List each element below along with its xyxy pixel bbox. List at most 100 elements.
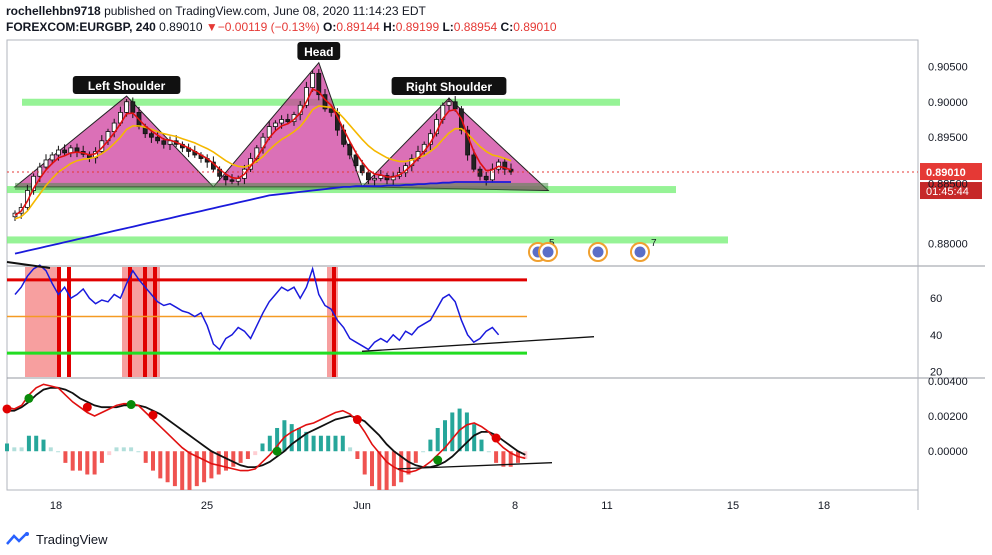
candle-body bbox=[31, 175, 37, 191]
candle-body bbox=[223, 175, 229, 181]
candle-body bbox=[56, 149, 61, 156]
event-flag-icon bbox=[592, 246, 604, 258]
macd-histogram-bar bbox=[180, 451, 185, 490]
candle-body bbox=[155, 136, 161, 142]
macd-histogram-bar bbox=[245, 451, 250, 459]
macd-histogram-bar bbox=[333, 435, 338, 452]
candle-body bbox=[477, 168, 483, 177]
macd-histogram-bar bbox=[355, 451, 360, 459]
macd-histogram-bar bbox=[318, 435, 323, 452]
candle-body bbox=[111, 122, 117, 132]
macd-histogram-bar bbox=[384, 451, 389, 490]
macd-histogram-bar bbox=[443, 420, 447, 452]
candle-body bbox=[353, 154, 359, 167]
x-axis-tick: 15 bbox=[727, 500, 739, 512]
macd-histogram-bar bbox=[260, 443, 265, 452]
support-zone bbox=[7, 236, 728, 244]
rsi-axis-tick: 20 bbox=[930, 367, 942, 379]
high-value: 0.89199 bbox=[395, 20, 440, 34]
candle-body bbox=[130, 101, 136, 113]
close-label: C: bbox=[500, 20, 514, 34]
close-value: 0.89010 bbox=[513, 20, 557, 34]
macd-histogram-bar bbox=[41, 439, 46, 452]
price-axis-tick: 0.90000 bbox=[928, 97, 968, 109]
countdown-label: 01:45:44 bbox=[926, 186, 969, 198]
macd-cross-dot bbox=[491, 433, 501, 443]
macd-histogram-bar bbox=[194, 451, 199, 487]
price-axis-tick: 0.89500 bbox=[928, 132, 968, 144]
change-down-icon: ▼ bbox=[205, 20, 218, 34]
macd-histogram-bar bbox=[158, 451, 163, 479]
macd-histogram-bar bbox=[282, 420, 287, 452]
candle-body bbox=[446, 101, 452, 106]
rsi-signal-bar bbox=[153, 267, 157, 377]
macd-histogram-bar bbox=[48, 447, 53, 452]
candle-body bbox=[347, 143, 353, 156]
macd-axis-tick: 0.00200 bbox=[928, 411, 968, 423]
x-axis-tick: 18 bbox=[818, 500, 830, 512]
macd-cross-dot bbox=[126, 400, 136, 410]
price-label: 0.89010 bbox=[926, 167, 966, 179]
macd-signal-line bbox=[7, 386, 526, 468]
pattern-triangle bbox=[212, 61, 363, 188]
macd-histogram-bar bbox=[450, 412, 455, 452]
macd-histogram-bar bbox=[121, 447, 126, 452]
event-badge-count: 7 bbox=[651, 238, 657, 249]
macd-histogram-bar bbox=[114, 447, 119, 452]
macd-axis-tick: 0.00000 bbox=[928, 446, 968, 458]
candle-body bbox=[372, 178, 378, 181]
macd-histogram-bar bbox=[508, 451, 513, 467]
rsi-signal-bar bbox=[67, 267, 71, 377]
candle-body bbox=[24, 190, 30, 208]
publish-line: rochellehbn9718 published on TradingView… bbox=[6, 4, 426, 18]
macd-histogram-bar bbox=[63, 451, 68, 463]
open-value: 0.89144 bbox=[336, 20, 380, 34]
tradingview-logo[interactable]: TradingView bbox=[6, 531, 108, 547]
x-axis-tick: Jun bbox=[353, 500, 371, 512]
rsi-trendline bbox=[361, 336, 595, 352]
candle-body bbox=[285, 119, 291, 123]
price-change: −0.00119 (−0.13%) bbox=[217, 20, 320, 34]
x-axis-tick: 8 bbox=[512, 500, 518, 512]
macd-histogram-bar bbox=[377, 451, 382, 490]
macd-histogram-bar bbox=[136, 451, 141, 453]
macd-histogram-bar bbox=[435, 427, 440, 452]
ema-fast-line bbox=[14, 87, 512, 216]
macd-histogram-bar bbox=[99, 451, 104, 463]
macd-cross-dot bbox=[272, 446, 282, 456]
chart-frame bbox=[6, 39, 919, 491]
rsi-line bbox=[14, 264, 500, 351]
candle-body bbox=[43, 159, 49, 168]
macd-histogram-bar bbox=[413, 451, 418, 463]
macd-cross-dot bbox=[24, 393, 34, 403]
candle-body bbox=[49, 154, 55, 161]
macd-histogram-bar bbox=[209, 451, 214, 479]
author-name: rochellehbn9718 bbox=[6, 4, 101, 18]
neckline-band bbox=[15, 182, 549, 190]
macd-histogram-bar bbox=[362, 451, 367, 475]
candle-body bbox=[310, 72, 316, 88]
pattern-annotation-bg bbox=[297, 42, 341, 60]
candle-body bbox=[229, 179, 235, 182]
macd-histogram-bar bbox=[311, 435, 316, 452]
countdown-bg bbox=[920, 182, 982, 200]
ema-slow-line bbox=[14, 105, 512, 220]
macd-histogram-bar bbox=[340, 435, 345, 452]
last-price: 0.89010 bbox=[159, 20, 203, 34]
rsi-signal-bar bbox=[332, 267, 336, 377]
rsi-trendline bbox=[6, 261, 51, 269]
macd-histogram-bar bbox=[399, 451, 404, 483]
open-label: O: bbox=[322, 20, 337, 34]
macd-histogram-bar bbox=[26, 435, 31, 452]
macd-histogram-bar bbox=[78, 451, 82, 471]
macd-histogram-bar bbox=[19, 447, 24, 452]
macd-axis-tick: 0.00400 bbox=[928, 376, 968, 388]
candle-body bbox=[365, 172, 371, 181]
macd-cross-dot bbox=[148, 410, 158, 420]
macd-histogram-bar bbox=[70, 451, 75, 471]
candle-body bbox=[161, 140, 167, 145]
price-label-bg bbox=[920, 163, 982, 181]
rsi-axis-tick: 40 bbox=[930, 330, 942, 342]
macd-histogram-bar bbox=[238, 451, 243, 463]
